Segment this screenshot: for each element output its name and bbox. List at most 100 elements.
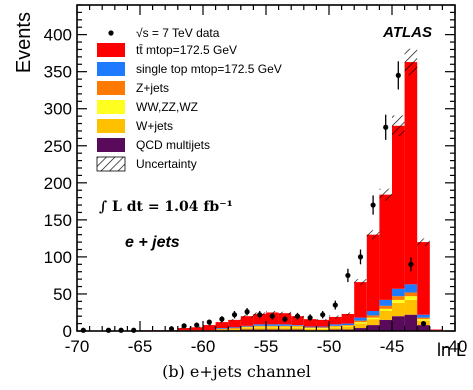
bar-1-15 <box>266 327 279 330</box>
bar-1-13 <box>240 328 254 330</box>
uncertainty-band-25 <box>392 115 405 137</box>
bar-1-22 <box>354 323 367 329</box>
x-tick-label: -45 <box>380 337 405 356</box>
bar-4-22 <box>354 317 367 321</box>
y-tick-label: 0 <box>63 322 72 341</box>
bar-2-23 <box>366 317 380 320</box>
bar-4-25 <box>392 288 405 297</box>
y-tick-label: 150 <box>44 211 72 230</box>
uncertainty-band-12 <box>228 319 241 321</box>
legend-swatch <box>97 62 125 76</box>
bar-1-11 <box>215 329 229 331</box>
bar-3-23 <box>366 315 380 318</box>
x-tick-label: -60 <box>191 337 216 356</box>
bar-5-22 <box>354 282 367 318</box>
bar-2-24 <box>379 308 392 311</box>
bar-4-17 <box>291 325 304 326</box>
data-point-4 <box>168 326 175 332</box>
data-point-13 <box>282 316 288 322</box>
bar-3-20 <box>329 325 342 327</box>
bar-5-13 <box>240 316 254 326</box>
y-tick-label: 400 <box>44 26 72 45</box>
bar-5-8 <box>177 328 191 331</box>
bar-5-28 <box>429 329 443 331</box>
legend: √s = 7 TeV data tt̄ mtop=172.5 GeV single … <box>96 26 282 172</box>
channel-label: e + jets <box>125 234 180 251</box>
legend-label: Z+jets <box>136 81 169 95</box>
bar-4-20 <box>329 324 342 326</box>
legend-entry-1: single top mtop=172.5 GeV <box>97 62 282 76</box>
uncertainty-band-22 <box>354 279 367 286</box>
y-tick-label: 50 <box>53 285 72 304</box>
bar-1-25 <box>392 302 405 317</box>
bar-1-26 <box>404 299 418 315</box>
bar-4-18 <box>303 326 317 328</box>
bar-2-15 <box>266 326 279 328</box>
legend-data-marker <box>108 30 114 36</box>
x-tick-label: -65 <box>128 337 153 356</box>
bar-5-10 <box>203 325 216 331</box>
bar-3-14 <box>253 325 266 327</box>
y-tick-label: 350 <box>44 63 72 82</box>
bar-5-26 <box>404 62 418 285</box>
uncertainty-band-26 <box>404 48 418 76</box>
legend-label: tt̄ mtop=172.5 GeV <box>136 43 237 57</box>
legend-swatch <box>97 43 125 57</box>
data-point-22 <box>395 72 401 78</box>
bar-1-19 <box>316 328 329 331</box>
data-point-19 <box>357 254 364 260</box>
bar-3-19 <box>316 327 329 329</box>
bar-5-24 <box>379 194 392 300</box>
bar-5-25 <box>392 125 405 289</box>
bar-1-20 <box>329 327 342 330</box>
legend-label: single top mtop=172.5 GeV <box>136 62 282 76</box>
uncertainty-band-16 <box>278 311 292 315</box>
data-point-12 <box>269 313 275 319</box>
x-tick-labels: -70 -65 -60 -55 -50 -45 -40 <box>65 337 468 356</box>
bar-4-21 <box>341 323 355 326</box>
data-point-14 <box>294 313 301 319</box>
bar-5-20 <box>329 316 342 325</box>
bar-3-15 <box>266 325 279 327</box>
data-point-20 <box>370 202 376 208</box>
legend-entry-5: QCD multijets <box>97 138 210 152</box>
y-tick-labels: 0 50 100 150 200 250 300 350 400 <box>44 26 72 341</box>
bar-2-22 <box>354 322 367 324</box>
bar-3-17 <box>291 325 304 327</box>
bar-2-27 <box>417 319 430 321</box>
bar-4-24 <box>379 299 392 306</box>
bar-4-19 <box>316 326 329 328</box>
bar-3-11 <box>215 328 229 330</box>
bar-4-13 <box>240 325 254 327</box>
bar-2-13 <box>240 327 254 329</box>
data-point-6 <box>194 322 200 328</box>
atlas-label: ATLAS <box>382 24 432 41</box>
uncertainty-band-19 <box>316 319 329 321</box>
y-axis-label: Events <box>13 12 35 73</box>
x-tick-label: -40 <box>443 337 468 356</box>
bar-2-14 <box>253 326 266 328</box>
data-point-17 <box>332 302 338 308</box>
bar-2-19 <box>316 328 329 329</box>
bar-3-26 <box>404 292 418 297</box>
figure-caption: (b) e+jets channel <box>162 362 311 381</box>
bar-4-12 <box>228 327 241 329</box>
y-tick-label: 100 <box>44 248 72 267</box>
bar-2-25 <box>392 299 405 303</box>
luminosity-label: ∫ L dt = 1.04 fb⁻¹ <box>99 199 233 215</box>
data-point-16 <box>320 312 326 318</box>
y-tick-label: 300 <box>44 100 72 119</box>
uncertainty-band-21 <box>341 312 355 316</box>
data-point-23 <box>408 261 414 267</box>
legend-entry-3: WW,ZZ,WZ <box>97 100 198 114</box>
uncertainty-band-23 <box>366 230 380 240</box>
bar-2-26 <box>404 296 418 300</box>
bar-1-14 <box>253 327 266 330</box>
bar-5-11 <box>215 322 229 329</box>
bar-3-25 <box>392 296 405 300</box>
x-axis-label: ln L <box>437 340 466 360</box>
bar-2-16 <box>278 326 292 328</box>
uncertainty-band-10 <box>203 324 216 326</box>
bar-2-21 <box>341 325 355 327</box>
axis-ticks <box>76 4 456 332</box>
